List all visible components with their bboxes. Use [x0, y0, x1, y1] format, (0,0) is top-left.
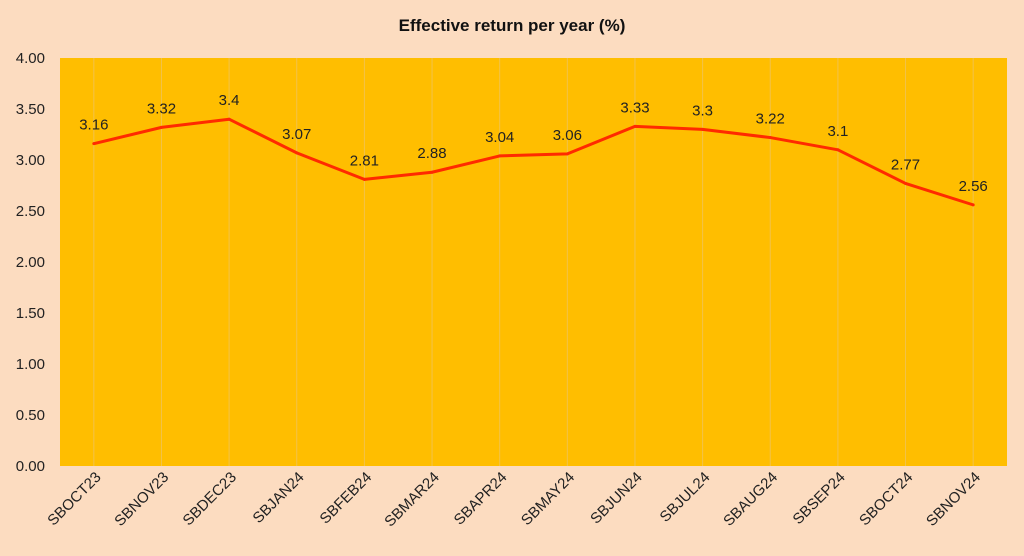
- data-label: 3.4: [219, 92, 240, 109]
- data-label: 2.81: [350, 152, 379, 169]
- data-label: 3.3: [692, 102, 713, 119]
- data-point: [295, 151, 299, 155]
- data-point: [768, 136, 772, 140]
- y-tick-label: 2.50: [16, 203, 45, 220]
- data-label: 2.77: [891, 156, 920, 173]
- x-tick-label: SBFEB24: [317, 469, 376, 528]
- data-label: 3.32: [147, 100, 176, 117]
- series-line: [93, 117, 974, 207]
- y-tick-label: 2.00: [16, 254, 45, 271]
- data-point: [971, 203, 975, 207]
- data-point: [904, 181, 908, 185]
- data-point: [701, 127, 705, 131]
- y-tick-label: 4.00: [16, 50, 45, 67]
- data-point: [430, 170, 434, 174]
- data-point: [227, 117, 231, 121]
- y-tick-label: 0.50: [16, 407, 45, 424]
- x-tick-label: SBOCT24: [856, 469, 916, 529]
- data-label: 3.22: [756, 111, 785, 128]
- x-tick-label: SBMAY24: [518, 469, 578, 529]
- data-label: 3.33: [620, 99, 649, 116]
- data-point: [92, 142, 96, 146]
- x-tick-label: SBJUL24: [657, 469, 714, 526]
- data-label: 2.88: [417, 145, 446, 162]
- x-tick-label: SBSEP24: [790, 469, 849, 528]
- data-label: 3.07: [282, 126, 311, 143]
- plot-area: [60, 58, 1007, 466]
- data-point: [836, 148, 840, 152]
- chart-title: Effective return per year (%): [398, 16, 626, 35]
- y-tick-label: 1.00: [16, 356, 45, 373]
- y-tick-label: 3.00: [16, 152, 45, 169]
- x-tick-label: SBAPR24: [451, 469, 511, 529]
- data-point: [362, 177, 366, 181]
- data-point: [159, 125, 163, 129]
- y-tick-label: 3.50: [16, 101, 45, 118]
- x-tick-label: SBMAR24: [381, 469, 443, 531]
- data-point: [565, 152, 569, 156]
- data-point: [498, 154, 502, 158]
- x-tick-label: SBDEC23: [180, 469, 240, 529]
- x-tick-label: SBJAN24: [250, 469, 308, 527]
- data-label: 3.1: [827, 123, 848, 140]
- x-tick-label: SBAUG24: [720, 469, 781, 530]
- x-tick-label: SBNOV24: [923, 469, 984, 530]
- y-tick-label: 0.00: [16, 458, 45, 475]
- x-tick-label: SBNOV23: [111, 469, 172, 530]
- data-label: 3.16: [79, 117, 108, 134]
- data-point: [633, 124, 637, 128]
- x-tick-label: SBJUN24: [587, 469, 646, 528]
- data-label: 2.56: [959, 178, 988, 195]
- x-tick-label: SBOCT23: [44, 469, 104, 529]
- y-tick-label: 1.50: [16, 305, 45, 322]
- data-label: 3.04: [485, 129, 514, 146]
- data-label: 3.06: [553, 127, 582, 144]
